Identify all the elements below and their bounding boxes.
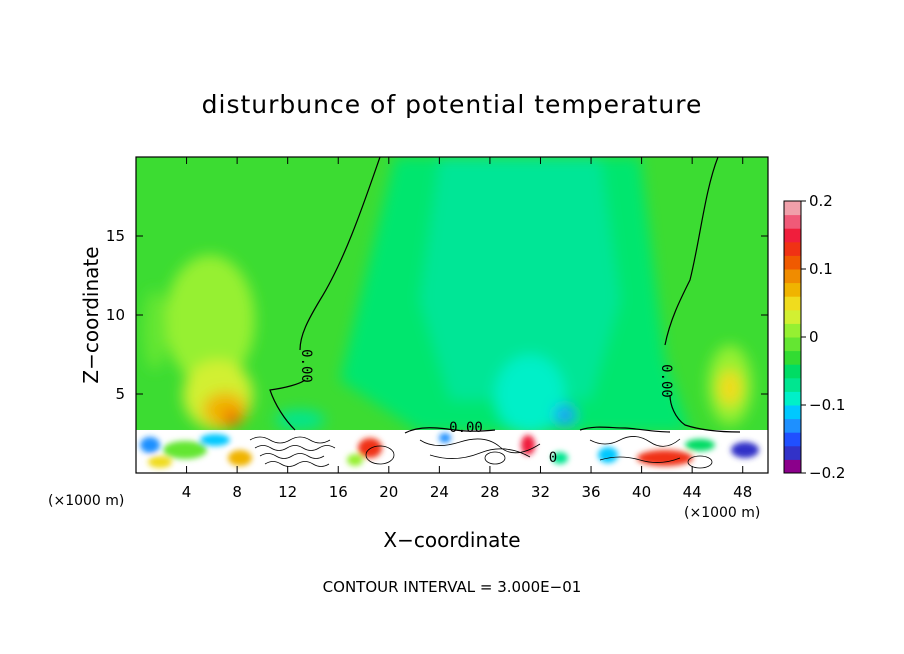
y-axis-label: Z−coordinate [79, 246, 103, 383]
colorbar-swatch [784, 323, 801, 338]
colorbar-swatch [784, 282, 801, 297]
x-axis-label: X−coordinate [383, 528, 520, 552]
colorbar-swatch [784, 296, 801, 311]
contour-labels: 0.00 0.00 0.00 0 [298, 349, 674, 466]
colorbar-swatch [784, 377, 801, 392]
colorbar-swatch [784, 391, 801, 406]
y-axis-ticks: 5 10 15 [106, 227, 768, 403]
zero-contours [269, 157, 741, 434]
colorbar-swatch [784, 241, 801, 256]
x-tick-label: 48 [733, 483, 752, 501]
x-tick-label: 20 [379, 483, 398, 501]
boundary-contours [249, 436, 713, 469]
colorbar-swatch [784, 269, 801, 284]
colorbar-swatch [784, 432, 801, 447]
colorbar-swatch [784, 445, 801, 460]
colorbar-swatch [784, 309, 801, 324]
colorbar-tick-label: 0.2 [809, 192, 833, 210]
colorbar-swatch [784, 201, 801, 216]
colorbar-tick-label: 0 [809, 328, 819, 346]
field-shading [143, 157, 752, 435]
x-tick-label: 12 [278, 483, 297, 501]
colorbar-swatch [784, 364, 801, 379]
x-unit-right: (×1000 m) [684, 505, 760, 521]
x-tick-label: 4 [182, 483, 192, 501]
colorbar-tick-label: −0.1 [809, 396, 845, 414]
x-tick-label: 28 [480, 483, 499, 501]
contour-label: 0.00 [658, 364, 674, 398]
contour-label: 0.00 [449, 420, 483, 436]
chart-title: disturbunce of potential temperature [202, 90, 703, 119]
x-tick-label: 36 [581, 483, 600, 501]
x-tick-label: 44 [683, 483, 702, 501]
y-tick-label: 5 [115, 385, 125, 403]
colorbar-swatch [784, 405, 801, 420]
x-axis-ticks: 4 8 12 16 20 24 28 32 36 40 44 48 [182, 157, 752, 501]
x-tick-label: 16 [329, 483, 348, 501]
plot-field [136, 157, 768, 473]
colorbar-swatch [784, 350, 801, 365]
y-tick-label: 10 [106, 306, 125, 324]
x-tick-label: 40 [632, 483, 651, 501]
colorbar-swatch [784, 337, 801, 352]
colorbar [783, 200, 802, 474]
colorbar-ticks: 0.2 0.1 0 −0.1 −0.2 [801, 192, 845, 482]
colorbar-swatch [784, 459, 801, 474]
x-tick-label: 24 [430, 483, 449, 501]
x-tick-label: 8 [232, 483, 242, 501]
contour-label: 0.00 [298, 349, 314, 383]
y-tick-label: 15 [106, 227, 125, 245]
boundary-layer-shading [140, 433, 759, 468]
contour-label: 0 [549, 450, 557, 466]
colorbar-swatch [784, 214, 801, 229]
colorbar-swatch [784, 228, 801, 243]
x-tick-label: 32 [531, 483, 550, 501]
colorbar-swatch [784, 418, 801, 433]
colorbar-swatch [784, 255, 801, 270]
colorbar-tick-label: 0.1 [809, 260, 833, 278]
x-unit-left: (×1000 m) [48, 493, 124, 509]
contour-interval-note: CONTOUR INTERVAL = 3.000E−01 [323, 578, 582, 596]
colorbar-tick-label: −0.2 [809, 464, 845, 482]
